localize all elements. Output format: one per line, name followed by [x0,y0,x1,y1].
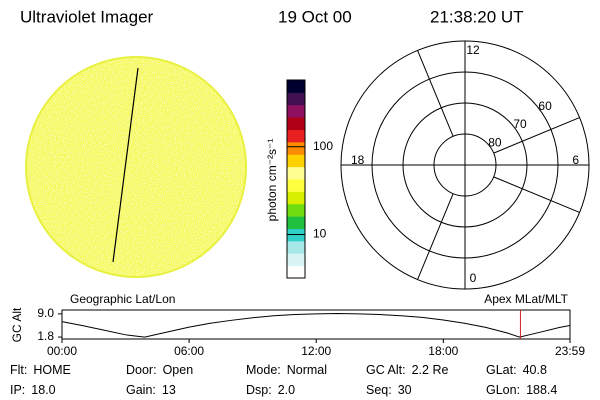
field-value: 40.8 [523,363,547,377]
terminator-line [112,67,139,263]
time: 21:38:20 UT [430,7,524,26]
field-value: Open [163,363,194,377]
mlt-diagonal [417,50,454,137]
status-field: GLon: 188.4 [486,383,557,397]
polar-label: Apex MLat/MLT [484,292,568,306]
field-value: 13 [162,383,176,397]
colorbar-band [287,166,305,180]
field-label: Flt: [10,363,27,377]
field-label: GLat: [486,363,517,377]
x-tick-label: 18:00 [428,344,458,358]
field-value: 30 [398,383,412,397]
colorbar-band [287,179,305,192]
field-value: 18.0 [31,383,55,397]
colorbar-band [287,216,305,229]
field-label: GC Alt: [366,363,406,377]
status-field: Flt: HOME [10,363,71,377]
colorbar-band [287,191,305,205]
mlt-label: 12 [466,43,480,57]
field-value: Normal [287,363,327,377]
field-label: Seq: [366,383,392,397]
colorbar-tick-label: 10 [313,227,327,241]
field-label: Dsp: [246,383,272,397]
instrument-title: Ultraviolet Imager [20,7,154,26]
colorbar-band [287,80,305,93]
status-field: Door: Open [126,363,193,377]
status-field: Gain: 13 [126,383,176,397]
status-field: IP: 18.0 [10,383,56,397]
field-value: 2.2 Re [412,363,449,377]
field-label: GLon: [486,383,520,397]
mlt-diagonal [493,176,580,213]
x-tick-label: 00:00 [47,344,77,358]
lat-label: 60 [538,99,552,113]
colorbar-band [287,129,305,143]
status-field: Seq: 30 [366,383,412,397]
lat-label: 70 [513,117,527,131]
colorbar-label: photon cm⁻²s⁻¹ [265,139,279,222]
status-field: GLat: 40.8 [486,363,547,377]
altitude-line [61,313,571,338]
field-label: Mode: [246,363,281,377]
mlt-label: 0 [470,271,477,285]
disk-texture [27,58,245,276]
date: 19 Oct 00 [278,7,352,26]
mlt-diagonal [417,193,454,280]
field-label: Gain: [126,383,156,397]
colorbar-band [287,154,305,168]
colorbar-tick-label: 100 [313,139,333,153]
mlt-diagonal [493,117,580,154]
mlt-label: 18 [351,153,365,167]
colorbar-band [287,253,305,267]
lat-label: 80 [488,135,502,149]
mlt-label: 6 [572,153,579,167]
x-tick-label: 06:00 [174,344,204,358]
colorbar-band [287,203,305,217]
field-value: 2.0 [278,383,295,397]
field-value: 188.4 [526,383,557,397]
orbit-y-label: GC Alt [10,307,24,342]
field-label: Door: [126,363,157,377]
y-tick-label: 9.0 [37,306,54,320]
status-field: Dsp: 2.0 [246,383,295,397]
image-label: Geographic Lat/Lon [70,292,175,306]
earth-image [25,56,247,278]
colorbar-frame [286,79,306,279]
colorbar-band [287,117,305,130]
x-tick-label: 12:00 [301,344,331,358]
colorbar-band [287,265,305,279]
colorbar-band [287,104,305,118]
field-value: HOME [33,363,71,377]
colorbar-band [287,92,305,106]
colorbar-band [287,240,305,254]
status-field: Mode: Normal [246,363,327,377]
x-tick-label: 23:59 [555,344,585,358]
status-field: GC Alt: 2.2 Re [366,363,448,377]
field-label: IP: [10,383,25,397]
colorbar-band [287,141,305,155]
y-tick-label: 1.8 [37,329,54,343]
